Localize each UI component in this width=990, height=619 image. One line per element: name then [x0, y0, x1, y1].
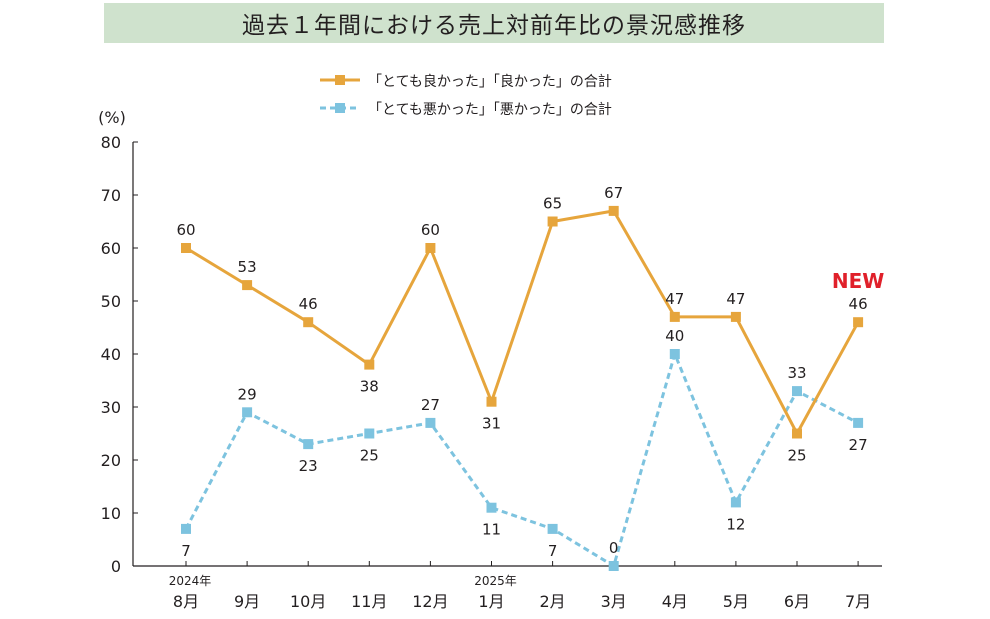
good-data-label: 65 — [543, 195, 562, 213]
bad-series-line — [184, 352, 859, 568]
good-series-line — [185, 209, 860, 435]
chart-title: 過去１年間における売上対前年比の景況感推移 — [242, 13, 746, 39]
bad-series-point — [853, 417, 864, 428]
y-tick-label: 10 — [101, 504, 121, 523]
new-annotation: NEW — [832, 269, 884, 293]
bad-data-label: 12 — [726, 515, 745, 533]
x-tick-label: 12月 — [412, 592, 448, 611]
bad-series-point — [547, 523, 558, 534]
good-series-point — [181, 243, 191, 253]
bad-series-point — [364, 428, 375, 439]
bad-series-point — [181, 523, 191, 534]
x-tick-label: 3月 — [601, 592, 627, 611]
bad-series-point — [730, 497, 741, 508]
bad-data-label: 25 — [360, 447, 379, 465]
good-data-label: 46 — [299, 295, 318, 313]
bad-data-label: 29 — [238, 385, 257, 403]
good-series-point — [608, 205, 619, 216]
x-tick-label: 6月 — [784, 592, 810, 611]
x-tick-label: 4月 — [662, 592, 688, 611]
good-series-point — [792, 428, 802, 439]
good-data-label: 47 — [665, 290, 684, 308]
good-series-point — [669, 311, 680, 322]
y-tick-label: 30 — [101, 398, 121, 417]
x-tick-label: 11月 — [351, 592, 387, 611]
bad-data-label: 23 — [299, 457, 318, 475]
good-series-point — [547, 216, 558, 227]
x-tick-label: 7月 — [845, 592, 871, 611]
good-series-point — [303, 317, 314, 328]
bad-series-point — [608, 561, 619, 571]
x-tick-label: 1月 — [478, 592, 504, 611]
x-year-label: 2024年 — [169, 574, 212, 588]
bad-data-label: 27 — [421, 396, 440, 414]
good-series-point — [425, 243, 436, 253]
good-series-point — [364, 359, 375, 370]
good-series-point — [486, 396, 497, 407]
legend-good-swatch-marker — [335, 75, 345, 85]
good-data-label: 67 — [604, 184, 623, 202]
bad-data-label: 33 — [787, 364, 806, 382]
good-data-label: 53 — [238, 258, 257, 276]
y-tick-label: 80 — [101, 133, 121, 152]
legend-good-label: 「とても良かった」「良かった」の合計 — [368, 74, 612, 90]
y-tick-label: 0 — [111, 557, 121, 576]
bad-series-point — [425, 417, 436, 428]
bad-series-point — [242, 407, 253, 418]
bad-series-point — [669, 349, 680, 359]
y-tick-label: 70 — [101, 186, 121, 205]
bad-series-point — [486, 502, 497, 513]
good-series-point — [730, 311, 741, 322]
y-tick-label: 40 — [101, 345, 121, 364]
bad-data-label: 40 — [665, 327, 684, 345]
good-data-label: 60 — [176, 221, 195, 239]
good-data-label: 25 — [787, 447, 806, 465]
good-data-label: 46 — [849, 295, 868, 313]
good-data-label: 60 — [421, 221, 440, 239]
chart-title-bar: 過去１年間における売上対前年比の景況感推移 — [104, 3, 884, 43]
x-tick-label: 10月 — [290, 592, 326, 611]
bad-series-point — [792, 386, 802, 397]
bad-data-label: 0 — [609, 539, 619, 557]
y-tick-label: 50 — [101, 292, 121, 311]
x-tick-label: 8月 — [173, 592, 199, 611]
good-series-point — [853, 317, 864, 328]
good-series-point — [242, 280, 253, 291]
y-tick-label: 20 — [101, 451, 121, 470]
x-tick-label: 9月 — [234, 592, 260, 611]
legend-bad-label: 「とても悪かった」「悪かった」の合計 — [368, 102, 612, 118]
good-data-label: 31 — [482, 415, 501, 433]
good-data-label: 38 — [360, 378, 379, 396]
bad-series-point — [303, 439, 314, 450]
good-data-label: 47 — [726, 290, 745, 308]
legend-bad-swatch-marker — [335, 103, 345, 113]
bad-data-label: 7 — [181, 542, 191, 560]
bad-data-label: 11 — [482, 521, 501, 539]
y-axis-unit-label: (%) — [98, 108, 126, 127]
x-tick-label: 2月 — [540, 592, 566, 611]
x-tick-label: 5月 — [723, 592, 749, 611]
x-year-label: 2025年 — [474, 574, 517, 588]
bad-data-label: 7 — [548, 542, 558, 560]
y-tick-label: 60 — [101, 239, 121, 258]
bad-data-label: 27 — [849, 436, 868, 454]
